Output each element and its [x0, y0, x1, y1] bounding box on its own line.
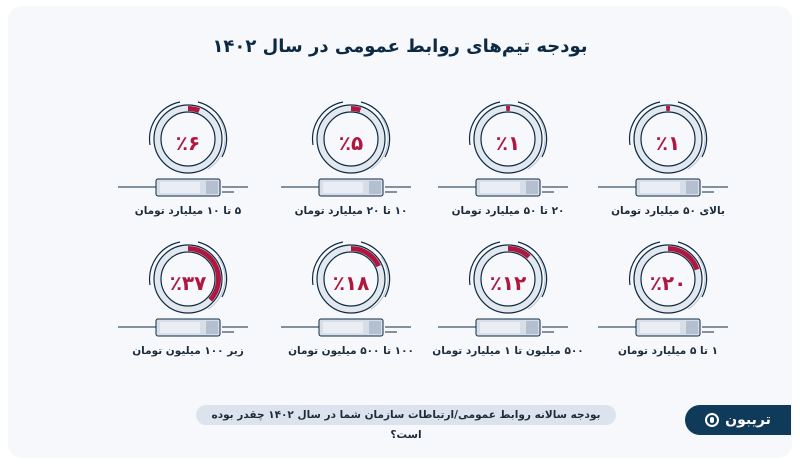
percent-value: ٪۳۷	[169, 271, 207, 295]
gauge-item: ٪۱ ۲۰ تا ۵۰ میلیارد تومان	[428, 99, 588, 229]
gauge-item: ٪۲۰ ۱ تا ۵ میلیارد تومان	[588, 239, 748, 369]
category-label: ۱۰۰ تا ۵۰۰ میلیون تومان	[288, 345, 414, 357]
category-label: ۵ تا ۱۰ میلیارد تومان	[134, 205, 242, 217]
category-label: ۱۰ تا ۲۰ میلیارد تومان	[294, 205, 408, 217]
gauge-ring-icon	[281, 241, 411, 337]
gauge-ring-icon	[281, 101, 411, 197]
category-label: بالای ۵۰ میلیارد تومان	[611, 205, 725, 217]
percent-value: ٪۶	[175, 131, 201, 155]
gauge-item: ٪۳۷ زیر ۱۰۰ میلیون تومان	[108, 239, 268, 369]
percent-value: ٪۱۸	[332, 271, 370, 295]
chart-title: بودجه تیم‌های روابط عمومی در سال ۱۴۰۲	[212, 36, 588, 57]
gauge-ring-icon	[118, 101, 248, 197]
category-label: زیر ۱۰۰ میلیون تومان	[132, 345, 244, 357]
gauge-item: ٪۱ بالای ۵۰ میلیارد تومان	[588, 99, 748, 229]
gauge-ring-icon	[598, 241, 728, 337]
gauge-item: ٪۶ ۵ تا ۱۰ میلیارد تومان	[108, 99, 268, 229]
category-label: ۵۰۰ میلیون تا ۱ میلیارد تومان	[432, 345, 584, 357]
percent-value: ٪۱	[495, 131, 521, 155]
brand-logo[interactable]: تریبون	[685, 405, 791, 435]
percent-value: ٪۲۰	[649, 271, 687, 295]
gauge-ring-icon	[118, 241, 248, 337]
logo-mark-icon	[705, 413, 720, 427]
category-label: ۲۰ تا ۵۰ میلیارد تومان	[451, 205, 565, 217]
percent-value: ٪۱۲	[489, 271, 527, 295]
infographic-card: بودجه تیم‌های روابط عمومی در سال ۱۴۰۲ ٪۱…	[8, 6, 792, 458]
category-label: ۱ تا ۵ میلیارد تومان	[617, 345, 719, 357]
gauge-item: ٪۱۸ ۱۰۰ تا ۵۰۰ میلیون تومان	[271, 239, 431, 369]
gauge-ring-icon	[438, 241, 568, 337]
survey-question: بودجه سالانه روابط عمومی/ارتباطات سازمان…	[196, 405, 616, 441]
gauge-ring-icon	[598, 101, 728, 197]
gauge-item: ٪۱۲ ۵۰۰ میلیون تا ۱ میلیارد تومان	[428, 239, 588, 369]
gauge-ring-icon	[438, 101, 568, 197]
percent-value: ٪۵	[338, 131, 364, 155]
percent-value: ٪۱	[655, 131, 681, 155]
logo-text: تریبون	[725, 412, 771, 428]
gauge-item: ٪۵ ۱۰ تا ۲۰ میلیارد تومان	[271, 99, 431, 229]
